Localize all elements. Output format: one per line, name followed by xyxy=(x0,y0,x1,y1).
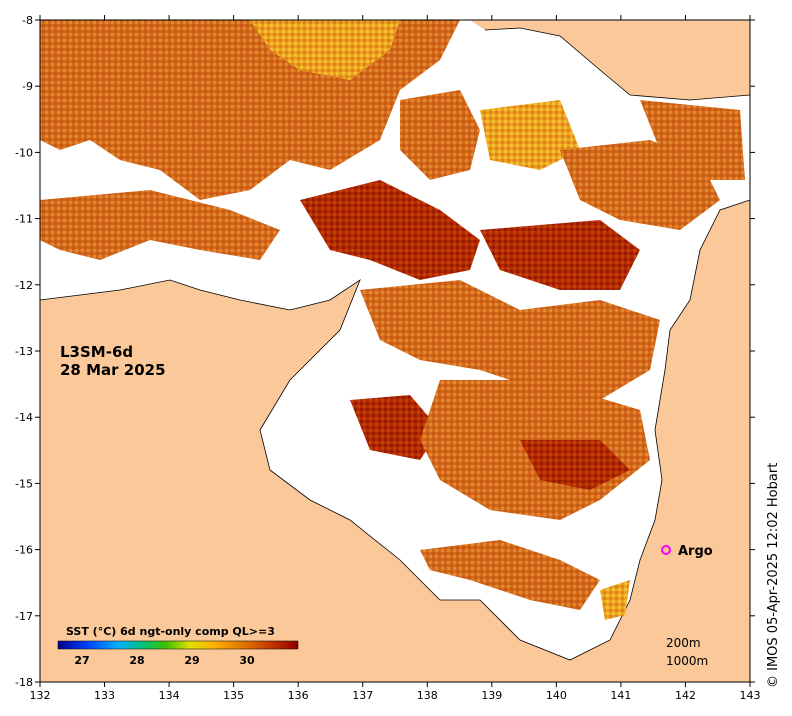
colorbar-tick: 27 xyxy=(74,654,89,667)
y-tick-label: -8 xyxy=(22,14,33,27)
x-tick-label: 140 xyxy=(546,689,567,702)
sst-patch xyxy=(480,100,580,170)
colorbar-tick: 30 xyxy=(239,654,255,667)
y-tick-label: -12 xyxy=(15,279,33,292)
x-tick-label: 141 xyxy=(610,689,631,702)
argo-marker xyxy=(661,545,671,555)
credit-text: © IMOS 05-Apr-2025 12:02 Hobart xyxy=(766,462,781,688)
x-tick-label: 142 xyxy=(675,689,696,702)
x-tick-label: 137 xyxy=(352,689,373,702)
y-tick-label: -9 xyxy=(22,80,33,93)
x-tick-label: 136 xyxy=(288,689,309,702)
x-tick-label: 132 xyxy=(30,689,51,702)
y-axis: -8 -9 -10 -11 -12 -13 -14 -15 -16 -17 -18 xyxy=(15,14,755,689)
sst-patch xyxy=(520,440,630,490)
coastline xyxy=(40,27,750,661)
sst-patch xyxy=(420,540,600,610)
x-tick-label: 135 xyxy=(223,689,244,702)
y-tick-label: -18 xyxy=(15,676,33,689)
x-tick-label: 134 xyxy=(159,689,180,702)
argo-label: Argo xyxy=(678,544,713,559)
sst-patch xyxy=(350,395,440,460)
sst-patch xyxy=(40,190,280,260)
product-label: L3SM-6d xyxy=(60,343,133,361)
sst-patch xyxy=(300,180,480,280)
x-tick-label: 139 xyxy=(481,689,502,702)
depth-label-1000m: 1000m xyxy=(666,654,708,668)
y-tick-label: -15 xyxy=(15,477,33,490)
sst-patch xyxy=(640,100,745,180)
sst-patch xyxy=(480,220,640,290)
sst-patch xyxy=(250,20,400,80)
colorbar-title: SST (°C) 6d ngt-only comp QL>=3 xyxy=(66,625,275,638)
sst-patch xyxy=(400,90,480,180)
y-tick-label: -16 xyxy=(15,544,33,557)
x-axis: 132 133 134 135 136 137 138 139 140 141 142 143 xyxy=(30,15,761,702)
y-tick-label: -11 xyxy=(15,213,33,226)
depth-label-200m: 200m xyxy=(666,636,701,650)
date-label: 28 Mar 2025 xyxy=(60,361,166,379)
colorbar-tick: 28 xyxy=(129,654,144,667)
colorbar-tick: 29 xyxy=(184,654,199,667)
colorbar xyxy=(57,640,299,650)
sst-patch xyxy=(360,280,660,400)
y-tick-label: -13 xyxy=(15,345,33,358)
x-tick-label: 138 xyxy=(417,689,438,702)
y-tick-label: -14 xyxy=(15,411,33,424)
y-tick-label: -10 xyxy=(15,146,33,159)
x-tick-label: 143 xyxy=(740,689,761,702)
sst-patch xyxy=(600,580,630,620)
y-tick-label: -17 xyxy=(15,610,33,623)
x-tick-label: 133 xyxy=(94,689,115,702)
